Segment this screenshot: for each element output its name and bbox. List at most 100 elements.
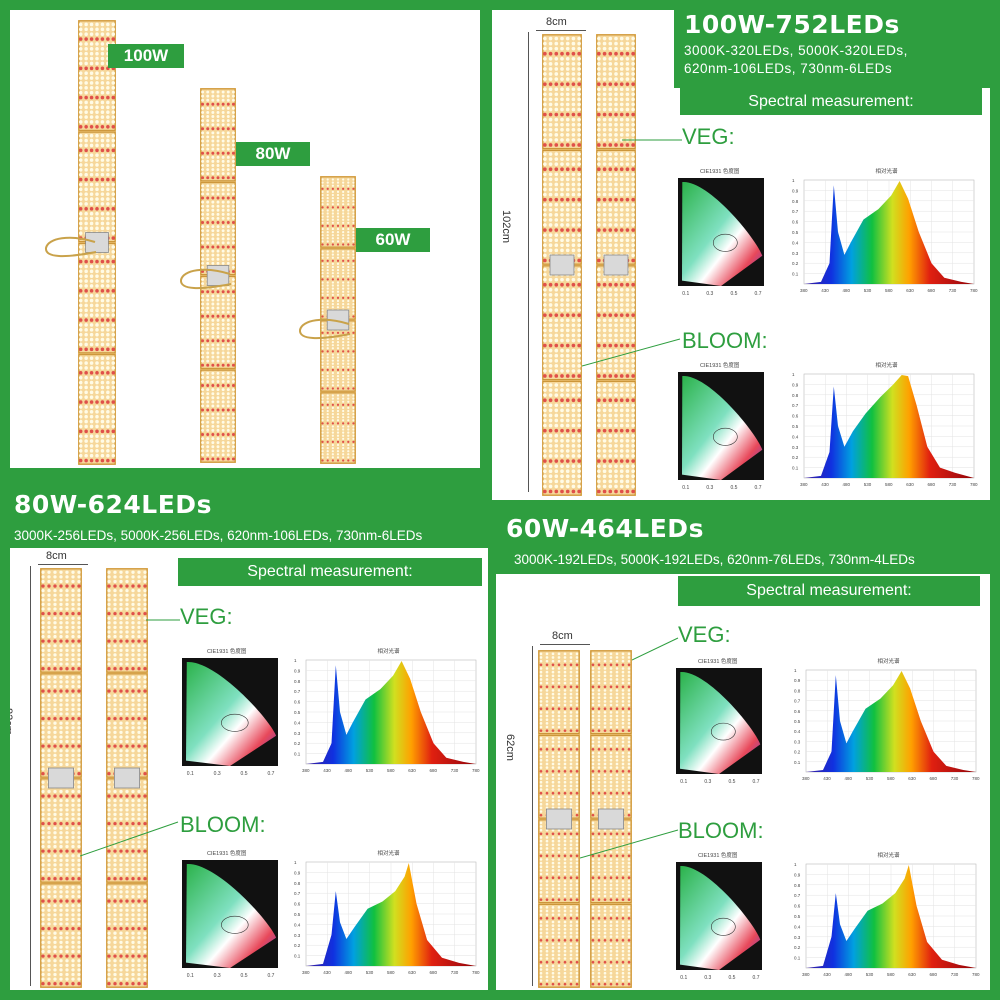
spectrum-x-tick: 380 [800,288,808,293]
spectrum-y-tick: 0.9 [794,678,801,683]
panel-60w-title: 60W-464LEDs [506,514,704,543]
spectrum-y-tick: 0.2 [792,261,799,266]
spectrum-x-tick: 730 [951,776,959,781]
spectrum-x-tick: 680 [930,776,938,781]
cie-x-tick: 0.3 [704,779,711,785]
spectrum-x-tick: 580 [387,970,395,975]
height-dimension: 82cm [10,708,14,735]
spectrum-y-tick: 0.4 [794,924,801,929]
spectrum-curve [806,671,976,772]
height-line [532,646,533,986]
spectrum-x-tick: 730 [949,482,957,487]
width-line [536,30,586,31]
cie-chart-title: CIE1931 色度图 [698,657,738,665]
panel-100w: 8cm 102cm 100W-752LEDs 3000K-320LEDs, 50… [492,10,990,500]
spectrum-y-tick: 0.3 [294,933,301,938]
cie-x-tick: 0.5 [241,771,248,777]
spectrum-y-tick: 0.8 [294,881,301,886]
width-line [540,644,590,645]
light-strip-back [106,568,148,988]
cie-x-tick: 0.1 [187,771,194,777]
spectrum-y-tick: 0.5 [294,912,301,917]
spectrum-x-tick: 630 [408,970,416,975]
spectrum-curve [804,375,974,478]
spectrum-x-tick: 480 [345,970,353,975]
spectrum-y-tick: 1 [792,178,795,183]
spectrum-x-tick: 380 [802,972,810,977]
spectrum-curve [806,865,976,968]
spectrum-x-tick: 480 [845,776,853,781]
spectrum-x-tick: 630 [906,482,914,487]
panel-80w-title: 80W-624LEDs [14,490,212,519]
spectrum-x-tick: 430 [823,776,831,781]
spectrum-y-tick: 0.6 [794,709,801,714]
height-line [30,566,31,986]
label-100w: 100W [108,44,184,68]
cie-chart-title: CIE1931 色度图 [698,851,738,859]
spectrum-y-tick: 1 [794,862,797,867]
spectrum-y-tick: 0.5 [794,914,801,919]
spectrum-curve [306,661,476,764]
spectrum-chart-veg: 相对光谱 1 0.9 0.8 0.7 0.6 0.5 0.4 0.3 0.2 0.1 380 430 48… [792,656,982,786]
panel-title: 100W-752LEDs 3000K-320LEDs, 5000K-320LED… [674,10,990,88]
spectrum-y-tick: 0.3 [294,731,301,736]
spectrum-y-tick: 0.8 [294,679,301,684]
spectrum-x-tick: 730 [451,768,459,773]
cie-x-tick: 0.5 [728,975,735,981]
cie-x-tick: 0.3 [704,975,711,981]
spectrum-x-tick: 780 [970,482,978,487]
light-strip-100w [78,20,116,465]
spectrum-y-tick: 0.6 [794,904,801,909]
spectrum-x-tick: 630 [906,288,914,293]
veg-pointer-line [632,637,679,661]
cie-x-tick: 0.5 [241,973,248,979]
spectrum-x-tick: 730 [451,970,459,975]
cie-chart-bloom: CIE1931 色度图 0.1 0.3 0.5 0.7 [670,360,770,492]
width-dimension: 8cm [546,16,567,28]
cie-x-tick: 0.5 [730,291,737,297]
veg-label: VEG: [678,622,731,647]
spectrum-x-tick: 630 [908,776,916,781]
spectrum-y-tick: 0.7 [294,891,301,896]
spectrum-x-tick: 680 [928,482,936,487]
cie-x-tick: 0.3 [706,485,713,491]
spectrum-chart-bloom: 相对光谱 1 0.9 0.8 0.7 0.6 0.5 0.4 0.3 0.2 0.1 380 430 48… [292,848,482,980]
spectrum-x-tick: 630 [908,972,916,977]
spectrum-y-tick: 0.1 [794,956,801,961]
cie-x-tick: 0.3 [214,771,221,777]
spectrum-x-tick: 430 [323,768,331,773]
bloom-label: BLOOM: [678,818,764,843]
spectrum-y-tick: 0.4 [792,240,799,245]
panel-80w-subtitle: 3000K-256LEDs, 5000K-256LEDs, 620nm-106L… [14,528,423,543]
light-strip-back [590,650,632,988]
spectrum-x-tick: 530 [866,972,874,977]
spectrum-y-tick: 0.6 [294,700,301,705]
spectrum-x-tick: 430 [823,972,831,977]
width-line [38,564,88,565]
spectrum-x-tick: 530 [866,776,874,781]
spectrum-y-tick: 0.4 [294,720,301,725]
spectrum-x-tick: 780 [472,768,480,773]
spectrum-y-tick: 0.2 [792,455,799,460]
hanger-hook-icon [45,236,97,258]
cie-chart-title: CIE1931 色度图 [700,361,740,369]
spectrum-x-tick: 780 [972,972,980,977]
cie-chart-veg: CIE1931 色度图 0.1 0.3 0.5 0.7 [668,656,768,786]
spectrum-chart-title: 相对光谱 [378,647,401,655]
spectrum-chart-title: 相对光谱 [378,849,401,857]
veg-pointer-line [146,619,180,621]
spectrum-x-tick: 380 [802,776,810,781]
spectrum-y-tick: 1 [792,372,795,377]
spectrum-x-tick: 680 [930,972,938,977]
spectrum-y-tick: 0.7 [792,209,799,214]
spectrum-x-tick: 430 [821,482,829,487]
spectrum-x-tick: 780 [472,970,480,975]
light-strip-front [538,650,580,988]
light-strip-back [596,34,636,496]
hanger-hook-icon [299,318,351,340]
cie-chart-bloom: CIE1931 色度图 0.1 0.3 0.5 0.7 [668,850,768,982]
spectrum-y-tick: 1 [294,658,297,663]
spectrum-x-tick: 680 [928,288,936,293]
spectrum-y-tick: 1 [294,860,297,865]
spectrum-x-tick: 430 [821,288,829,293]
